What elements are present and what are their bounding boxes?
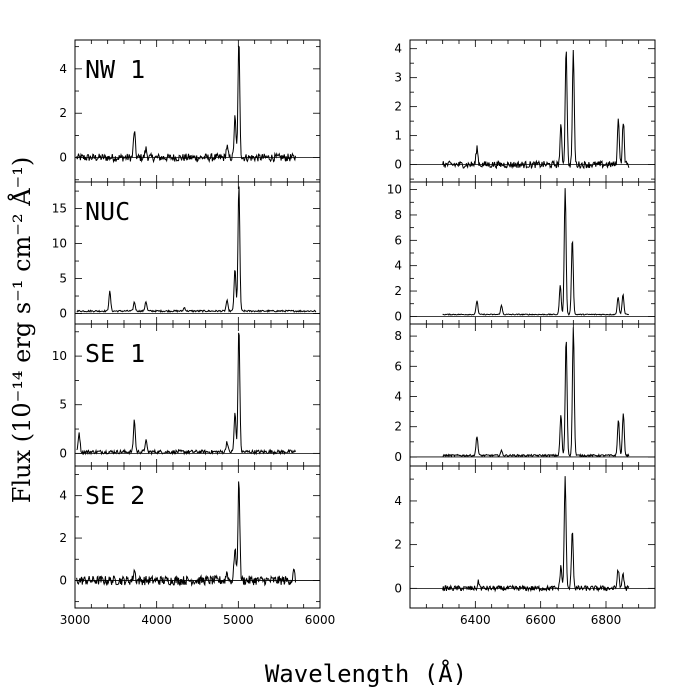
- y-tick-label: 4: [59, 62, 67, 76]
- y-tick-label: 2: [394, 100, 402, 114]
- panel-left-se2: 3000 4000 5000 6000 0 2 4 SE 2: [59, 465, 336, 627]
- panel-frame: [74, 465, 321, 609]
- panel-label: SE 1: [85, 339, 145, 368]
- y-tick-label: 10: [387, 183, 402, 197]
- y-tick-label: 5: [59, 398, 67, 412]
- panel-right-nuc: 0 2 4 6 8 10: [387, 181, 656, 325]
- panel-label: SE 2: [85, 481, 145, 510]
- x-tick-label: 6800: [591, 613, 622, 627]
- spectrum-line: [76, 332, 296, 456]
- y-tick-label: 0: [59, 573, 67, 587]
- x-tick-label: 6000: [305, 613, 336, 627]
- y-tick-label: 5: [59, 272, 67, 286]
- spectrum-line: [76, 45, 296, 164]
- spectrum-line: [76, 481, 296, 587]
- panel-label: NUC: [85, 197, 130, 226]
- panel-right-se1: 0 2 4 6 8: [394, 323, 656, 467]
- y-tick-label: 6: [394, 359, 402, 373]
- y-tick-label: 10: [52, 237, 67, 251]
- y-tick-label: 8: [394, 329, 402, 343]
- panel-frame: [409, 465, 656, 609]
- y-tick-label: 4: [394, 494, 402, 508]
- y-tick-label: 10: [52, 349, 67, 363]
- y-tick-label: 8: [394, 208, 402, 222]
- panel-frame: [409, 323, 656, 467]
- y-tick-label: 1: [394, 129, 402, 143]
- spectrum-line: [442, 188, 630, 316]
- y-tick-label: 0: [394, 581, 402, 595]
- y-tick-label: 0: [59, 307, 67, 321]
- panel-frame: [409, 39, 656, 183]
- y-tick-label: 2: [394, 284, 402, 298]
- y-tick-label: 4: [59, 489, 67, 503]
- panel-left-nuc: 0 5 10 15 NUC: [52, 181, 321, 325]
- x-axis-label: Wavelength (Å): [265, 659, 467, 688]
- y-tick-label: 0: [394, 309, 402, 323]
- spectrum-line: [76, 186, 317, 314]
- y-axis-label: Flux (10⁻¹⁴ erg s⁻¹ cm⁻² Å⁻¹): [7, 157, 36, 503]
- panel-frame: [409, 181, 656, 325]
- y-tick-label: 2: [394, 420, 402, 434]
- x-tick-label: 4000: [141, 613, 172, 627]
- x-tick-label: 6600: [525, 613, 556, 627]
- y-tick-label: 2: [59, 531, 67, 545]
- panel-label: NW 1: [85, 55, 145, 84]
- y-tick-label: 0: [59, 446, 67, 460]
- y-tick-label: 2: [394, 538, 402, 552]
- spectrum-line: [442, 327, 630, 458]
- y-tick-label: 6: [394, 233, 402, 247]
- y-tick-label: 0: [59, 151, 67, 165]
- panel-right-nw1: 0 1 2 3 4: [394, 39, 656, 183]
- panel-left-se1: 0 5 10 SE 1: [52, 323, 321, 467]
- y-tick-label: 15: [52, 202, 67, 216]
- y-tick-label: 3: [394, 71, 402, 85]
- panel-right-se2: 6400 6600 6800 0 2 4: [394, 465, 656, 627]
- y-tick-label: 0: [394, 450, 402, 464]
- y-tick-label: 2: [59, 106, 67, 120]
- x-tick-label: 3000: [60, 613, 91, 627]
- y-tick-label: 4: [394, 42, 402, 56]
- spectrum-line: [442, 49, 630, 170]
- y-tick-label: 4: [394, 390, 402, 404]
- x-tick-label: 6400: [460, 613, 491, 627]
- spectrum-line: [442, 476, 630, 593]
- y-tick-label: 4: [394, 259, 402, 273]
- panel-left-nw1: 0 2 4 NW 1: [59, 39, 321, 183]
- y-tick-label: 0: [394, 158, 402, 172]
- x-tick-label: 5000: [223, 613, 254, 627]
